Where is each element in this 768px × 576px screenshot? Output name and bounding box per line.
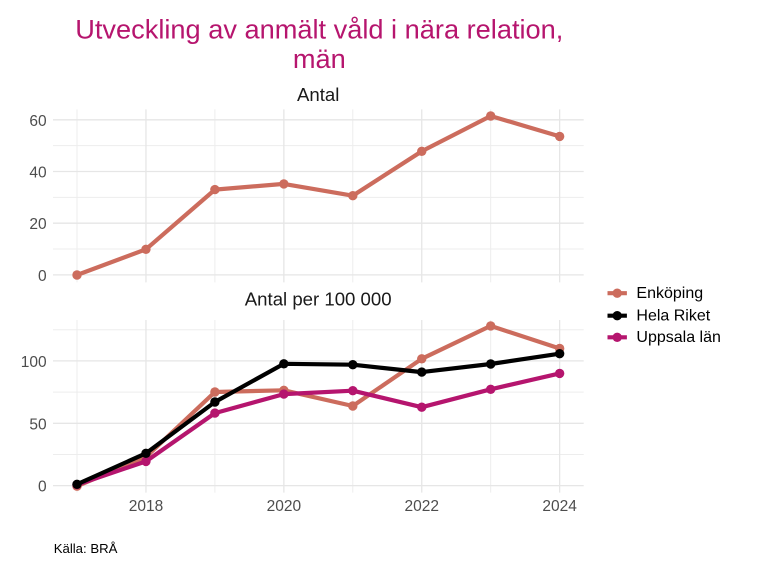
svg-text:2018: 2018 [129,498,163,515]
svg-text:Utveckling av anmält våld i nä: Utveckling av anmält våld i nära relatio… [75,14,563,45]
svg-text:2024: 2024 [542,498,577,515]
svg-text:män: män [293,43,346,74]
svg-text:100: 100 [21,354,47,371]
svg-text:50: 50 [29,416,47,433]
svg-text:20: 20 [29,216,47,233]
svg-text:0: 0 [38,268,47,285]
svg-text:Källa: BRÅ: Källa: BRÅ [54,541,118,556]
svg-text:0: 0 [38,479,47,496]
svg-text:Antal per 100 000: Antal per 100 000 [245,288,392,309]
svg-text:2022: 2022 [405,498,439,515]
svg-text:Enköping: Enköping [636,285,703,302]
svg-text:Uppsala län: Uppsala län [636,329,721,346]
svg-text:Antal: Antal [297,84,339,105]
svg-text:40: 40 [29,165,47,182]
svg-text:2020: 2020 [267,498,302,515]
svg-text:60: 60 [29,113,47,130]
svg-text:Hela Riket: Hela Riket [636,308,710,325]
